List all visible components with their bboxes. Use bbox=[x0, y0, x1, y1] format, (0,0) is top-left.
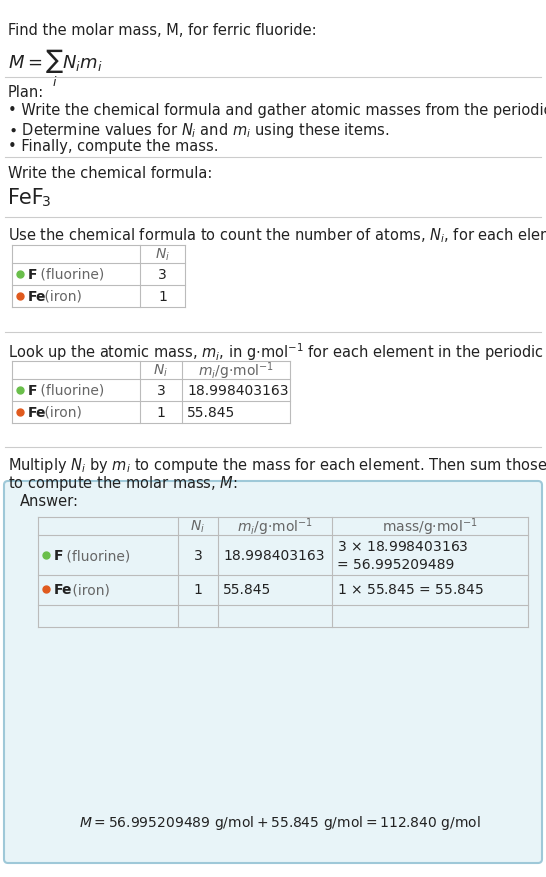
Text: Write the chemical formula:: Write the chemical formula: bbox=[8, 166, 212, 181]
Text: = 56.995209489: = 56.995209489 bbox=[337, 558, 454, 571]
Text: F: F bbox=[28, 383, 38, 397]
Text: 1 $\times$ 55.845 = 55.845: 1 $\times$ 55.845 = 55.845 bbox=[337, 582, 484, 596]
Text: $m_i/\mathrm{g{\cdot}mol^{-1}}$: $m_i/\mathrm{g{\cdot}mol^{-1}}$ bbox=[237, 516, 313, 538]
Text: 3: 3 bbox=[42, 195, 51, 209]
Text: Plan:: Plan: bbox=[8, 85, 44, 100]
Text: 18.998403163: 18.998403163 bbox=[187, 383, 288, 397]
Text: (fluorine): (fluorine) bbox=[36, 267, 104, 282]
Text: 3: 3 bbox=[194, 548, 203, 562]
Text: $\mathrm{mass/g{\cdot}mol^{-1}}$: $\mathrm{mass/g{\cdot}mol^{-1}}$ bbox=[382, 516, 478, 538]
Text: to compute the molar mass, $M$:: to compute the molar mass, $M$: bbox=[8, 474, 238, 493]
Text: 1: 1 bbox=[157, 405, 165, 419]
Text: Fe: Fe bbox=[28, 289, 46, 303]
Text: FeF: FeF bbox=[8, 188, 44, 208]
Text: $\bullet$ Determine values for $N_i$ and $m_i$ using these items.: $\bullet$ Determine values for $N_i$ and… bbox=[8, 121, 389, 139]
Text: $m_i/\mathrm{g{\cdot}mol^{-1}}$: $m_i/\mathrm{g{\cdot}mol^{-1}}$ bbox=[198, 360, 274, 381]
Text: Answer:: Answer: bbox=[20, 494, 79, 509]
Text: $N_i$: $N_i$ bbox=[153, 362, 169, 379]
Text: 3: 3 bbox=[158, 267, 167, 282]
Text: $N_i$: $N_i$ bbox=[191, 518, 205, 535]
Text: Find the molar mass, M, for ferric fluoride:: Find the molar mass, M, for ferric fluor… bbox=[8, 23, 317, 38]
Text: • Finally, compute the mass.: • Finally, compute the mass. bbox=[8, 139, 218, 153]
Text: 55.845: 55.845 bbox=[223, 582, 271, 596]
Text: (iron): (iron) bbox=[40, 405, 82, 419]
Text: • Write the chemical formula and gather atomic masses from the periodic table.: • Write the chemical formula and gather … bbox=[8, 103, 546, 118]
Text: (fluorine): (fluorine) bbox=[62, 548, 130, 562]
Text: $M = 56.995209489\ \mathrm{g/mol} + 55.845\ \mathrm{g/mol} = 112.840\ \mathrm{g/: $M = 56.995209489\ \mathrm{g/mol} + 55.8… bbox=[79, 813, 481, 831]
Text: 1: 1 bbox=[194, 582, 203, 596]
Text: 18.998403163: 18.998403163 bbox=[223, 548, 324, 562]
Text: (iron): (iron) bbox=[68, 582, 110, 596]
Text: Look up the atomic mass, $m_i$, in g$\cdot$mol$^{-1}$ for each element in the pe: Look up the atomic mass, $m_i$, in g$\cd… bbox=[8, 340, 546, 362]
Text: Fe: Fe bbox=[28, 405, 46, 419]
Text: Use the chemical formula to count the number of atoms, $N_i$, for each element:: Use the chemical formula to count the nu… bbox=[8, 225, 546, 245]
Text: Multiply $N_i$ by $m_i$ to compute the mass for each element. Then sum those val: Multiply $N_i$ by $m_i$ to compute the m… bbox=[8, 455, 546, 474]
Text: 1: 1 bbox=[158, 289, 167, 303]
Text: (fluorine): (fluorine) bbox=[36, 383, 104, 397]
FancyBboxPatch shape bbox=[4, 481, 542, 863]
Text: F: F bbox=[54, 548, 63, 562]
Text: $N_i$: $N_i$ bbox=[155, 246, 170, 263]
Text: (iron): (iron) bbox=[40, 289, 82, 303]
Text: $M = \sum_i N_i m_i$: $M = \sum_i N_i m_i$ bbox=[8, 48, 103, 89]
Text: 3: 3 bbox=[157, 383, 165, 397]
Text: 55.845: 55.845 bbox=[187, 405, 235, 419]
Text: F: F bbox=[28, 267, 38, 282]
Text: Fe: Fe bbox=[54, 582, 73, 596]
Text: 3 $\times$ 18.998403163: 3 $\times$ 18.998403163 bbox=[337, 539, 468, 553]
